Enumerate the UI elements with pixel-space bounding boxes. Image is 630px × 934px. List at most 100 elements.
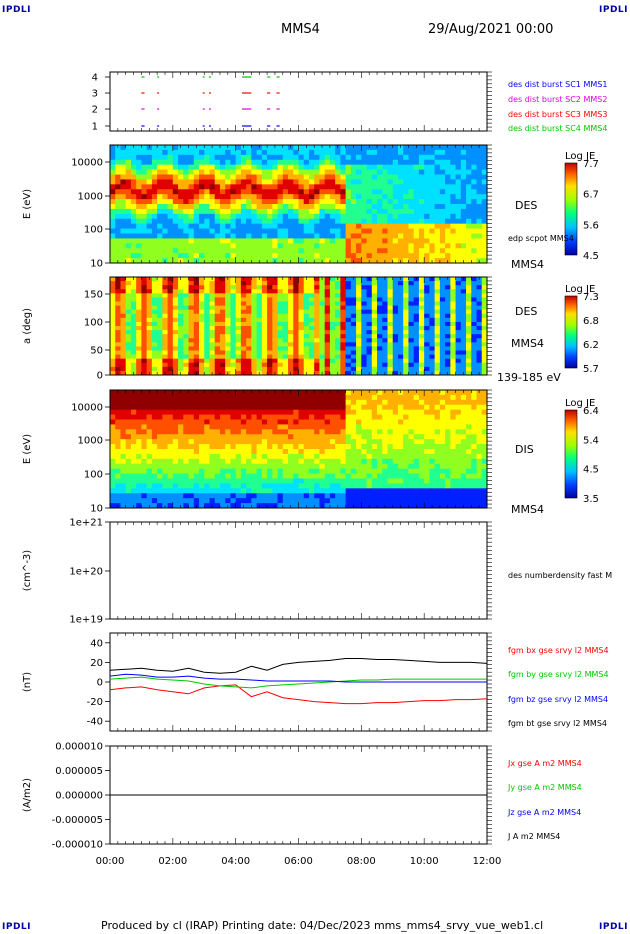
des-energy-cell [319,243,326,249]
des-energy-cell [261,184,268,190]
des-pitch-cell [445,285,451,290]
des-energy-cell [303,248,310,254]
des-energy-cell [319,154,326,161]
des-energy-cell [267,149,273,156]
dis-energy-cell [256,493,263,499]
dis-energy-cell [329,503,336,509]
des-energy-cell [188,184,195,190]
dis-energy-cell [141,399,148,406]
des-pitch-cell [188,342,195,347]
des-energy-cell [115,169,121,175]
des-pitch-cell [424,334,430,339]
des-energy-cell [476,213,483,220]
des-pitch-cell [429,317,436,323]
dis-energy-cell [303,424,310,430]
dis-energy-cell [345,439,352,445]
des-energy-cell [319,233,326,239]
des-energy-cell [319,174,326,180]
des-energy-cell [308,248,315,254]
des-pitch-cell [455,330,462,335]
corner-label-br: IPDLI [599,922,628,932]
des-pitch-cell [141,305,148,311]
dis-energy-cell [225,419,231,425]
des-pitch-cell [188,301,195,307]
des-pitch-cell [481,305,488,311]
des-energy-cell [225,179,231,185]
des-energy-cell [188,145,195,151]
des-energy-cell [466,145,472,151]
des-pitch-cell [277,358,284,364]
des-energy-cell [235,204,242,210]
des-pitch-cell [193,313,200,319]
dis-energy-cell [225,414,231,420]
dis-energy-cell [115,493,121,499]
dis-energy-cell [219,390,226,396]
des-pitch-cell [450,346,457,351]
dis-energy-cell [308,444,315,450]
dis-energy-cell [319,458,326,465]
des-pitch-cell [219,366,226,372]
des-energy-cell [183,194,190,200]
dis-energy-cell [314,458,320,465]
dis-energy-cell [167,390,174,396]
des-energy-cell [335,228,341,234]
des-pitch-cell [439,326,446,331]
des-energy-cell [162,154,169,161]
dis-energy-cell [261,449,268,455]
des-energy-cell [418,223,425,230]
des-energy-colorbar-tick: 6.7 [583,190,599,201]
des-energy-cell [235,154,242,161]
des-energy-cell [303,159,310,166]
dis-energy-cell [199,478,205,484]
des-pitch-cell [460,317,467,323]
des-pitch-cell [460,358,467,364]
des-pitch-cell [157,362,163,368]
des-pitch-cell [314,362,320,368]
dis-energy-cell [282,498,289,504]
dis-energy-cell [214,409,221,416]
dis-energy-cell [204,439,210,445]
des-energy-cell [460,174,467,180]
des-pitch-cell [288,366,294,372]
des-energy-cell [141,233,148,239]
des-energy-cell [408,218,415,225]
des-pitch-cell [261,317,268,323]
des-pitch-cell [188,338,195,343]
des-pitch-cell [298,293,305,298]
des-energy-cell [466,238,472,244]
des-energy-cell [225,233,231,239]
des-energy-cell [408,194,415,200]
des-energy-cell [382,189,389,195]
des-energy-cell [356,179,362,185]
des-pitch-cell [172,342,179,347]
des-energy-cell [392,145,399,151]
des-pitch-cell [382,346,389,351]
des-energy-cell [429,218,436,225]
des-energy-cell [298,149,305,156]
des-pitch-cell [277,293,284,298]
des-energy-cell [424,208,430,215]
des-pitch-cell [167,297,174,302]
des-energy-cell [256,248,263,254]
des-energy-cell [403,253,409,259]
des-pitch-cell [183,358,190,364]
des-energy-cell [408,189,415,195]
des-energy-cell [397,213,404,220]
des-pitch-cell [141,362,148,368]
des-pitch-cell [314,358,320,364]
des-energy-cell [157,154,163,161]
des-energy-cell [361,184,368,190]
des-pitch-cell [151,309,158,315]
des-pitch-cell [350,313,357,319]
des-pitch-cell [377,297,383,302]
dis-energy-cell [235,414,242,420]
des-pitch-cell [429,330,436,335]
des-pitch-cell [450,301,457,307]
des-pitch-cell [424,342,430,347]
des-pitch-cell [481,277,488,282]
des-pitch-cell [204,297,210,302]
des-energy-cell [267,179,273,185]
des-energy-cell [115,253,121,259]
dis-energy-cell [115,419,121,425]
des-pitch-cell [240,358,247,364]
